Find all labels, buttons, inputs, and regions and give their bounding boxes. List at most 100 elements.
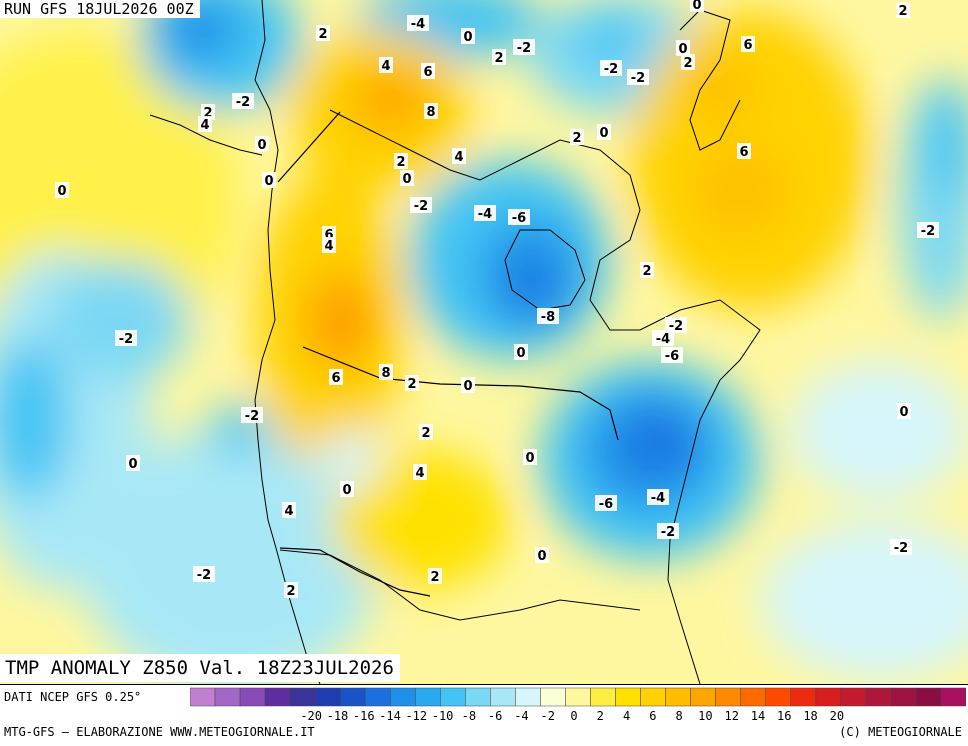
contour-label: 0 (340, 481, 354, 498)
svg-text:4: 4 (415, 466, 424, 481)
color-swatch (740, 687, 766, 707)
color-swatch (515, 687, 541, 707)
svg-text:4: 4 (284, 504, 293, 519)
svg-text:-2: -2 (245, 409, 259, 424)
svg-text:2: 2 (898, 4, 907, 19)
svg-text:6: 6 (423, 65, 432, 80)
color-swatch (465, 687, 491, 707)
svg-text:0: 0 (525, 451, 534, 466)
contour-label: 2 (405, 375, 419, 392)
contour-label: 4 (282, 502, 296, 519)
contour-label: 4 (322, 237, 336, 254)
contour-label: 0 (126, 455, 140, 472)
color-swatch (665, 687, 691, 707)
contour-label: 4 (413, 464, 427, 481)
svg-text:2: 2 (683, 56, 692, 71)
contour-label: 6 (329, 369, 343, 386)
svg-text:-4: -4 (651, 491, 665, 506)
contour-label: -2 (627, 69, 649, 86)
color-swatch (840, 687, 867, 707)
contour-label: 0 (461, 377, 475, 394)
svg-text:0: 0 (402, 172, 411, 187)
contour-label: -4 (647, 489, 669, 506)
color-swatch (364, 687, 391, 707)
svg-text:6: 6 (331, 371, 340, 386)
color-scale-tick: 16 (777, 709, 792, 723)
contour-label: 2 (316, 25, 330, 42)
color-scale-bar (190, 687, 966, 707)
contour-label: 2 (284, 582, 298, 599)
color-scale-tick: 10 (698, 709, 713, 723)
svg-text:-2: -2 (236, 95, 250, 110)
contour-label: -2 (657, 523, 679, 540)
color-swatch (264, 687, 291, 707)
color-scale-tick: -4 (514, 709, 529, 723)
svg-text:8: 8 (381, 366, 390, 381)
contour-label: -4 (407, 15, 429, 32)
contour-label: 2 (492, 49, 506, 66)
contour-label: -2 (410, 197, 432, 214)
svg-text:8: 8 (426, 105, 435, 120)
svg-text:-2: -2 (661, 525, 675, 540)
contour-label: -4 (474, 205, 496, 222)
contour-label: 6 (741, 36, 755, 53)
map-title: TMP ANOMALY Z850 Val. 18Z23JUL2026 (0, 654, 400, 682)
contour-label: -4 (652, 330, 674, 347)
svg-text:2: 2 (203, 106, 212, 121)
legend-footer: DATI NCEP GFS 0.25° -20 -18 -16 -14 -12 -10 -8… (0, 684, 968, 746)
contour-label: 6 (737, 143, 751, 160)
contour-label: 0 (676, 40, 690, 57)
svg-text:-6: -6 (512, 211, 526, 226)
color-swatch (490, 687, 516, 707)
color-scale-tick: -18 (326, 709, 349, 723)
color-scale-tick: 20 (829, 709, 845, 723)
run-title: RUN GFS 18JUL2026 00Z (0, 0, 200, 18)
color-swatch (790, 687, 817, 707)
color-swatch (289, 687, 316, 707)
color-scale-tick: -14 (379, 709, 401, 723)
color-scale-tick: -20 (300, 709, 322, 723)
svg-text:-2: -2 (631, 71, 645, 86)
contour-label: 6 (421, 63, 435, 80)
svg-text:0: 0 (678, 42, 687, 57)
color-scale-tick: 6 (649, 709, 657, 723)
contour-label: -2 (513, 39, 535, 56)
contour-label: 0 (514, 344, 528, 361)
color-swatch (339, 687, 366, 707)
svg-text:2: 2 (318, 27, 327, 42)
svg-text:2: 2 (407, 377, 416, 392)
color-scale-tick: -6 (487, 709, 503, 723)
contour-label: -2 (600, 60, 622, 77)
contour-label: 0 (400, 170, 414, 187)
contour-label: 2 (394, 153, 408, 170)
color-swatch (915, 687, 942, 707)
contour-label: 0 (690, 0, 704, 13)
color-scale-tick: -10 (431, 709, 454, 723)
svg-text:0: 0 (692, 0, 701, 13)
svg-text:-2: -2 (894, 541, 908, 556)
contour-label: -2 (193, 566, 215, 583)
color-swatch (690, 687, 716, 707)
svg-text:4: 4 (454, 150, 463, 165)
svg-text:0: 0 (463, 379, 472, 394)
contour-label: 2 (428, 568, 442, 585)
contour-label: -2 (890, 539, 912, 556)
svg-text:6: 6 (743, 38, 752, 53)
contour-label: 0 (523, 449, 537, 466)
svg-text:0: 0 (57, 184, 66, 199)
svg-text:6: 6 (324, 228, 333, 243)
svg-text:-2: -2 (604, 62, 618, 77)
svg-text:0: 0 (342, 483, 351, 498)
contour-label: 2 (640, 262, 654, 279)
coastlines (149, 0, 761, 684)
svg-text:2: 2 (286, 584, 295, 599)
color-swatch (615, 687, 641, 707)
color-swatch (239, 687, 266, 707)
color-scale-tick: 4 (622, 709, 631, 723)
contour-label: 4 (452, 148, 466, 165)
copyright: (C) METEOGIORNALE (839, 725, 962, 739)
contour-label: -2 (232, 93, 254, 110)
color-scale-tick: 0 (570, 709, 578, 723)
